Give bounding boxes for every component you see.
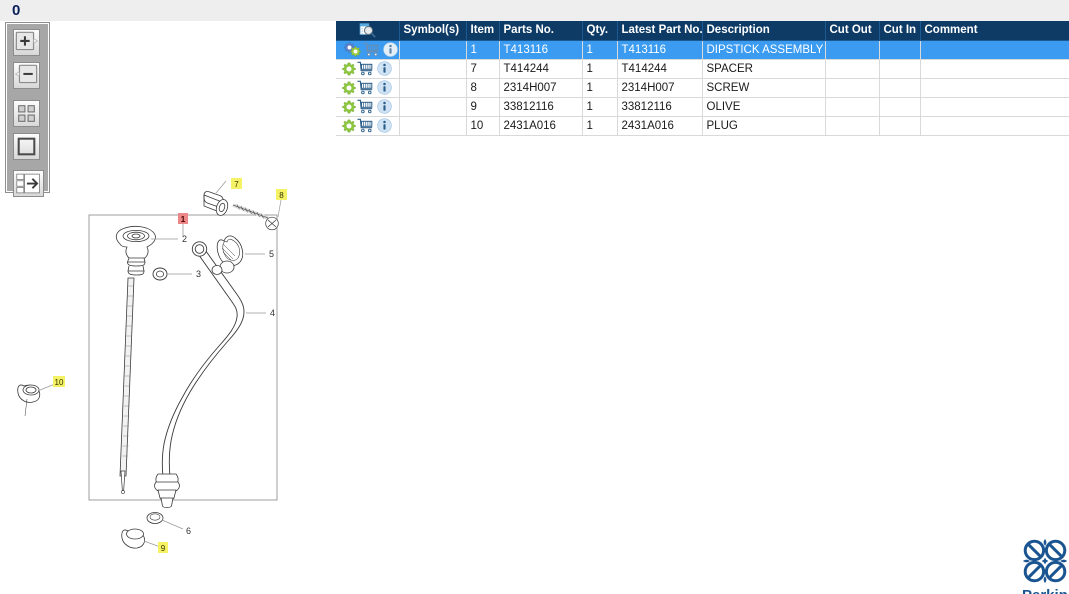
- svg-text:7: 7: [234, 180, 239, 189]
- svg-text:4: 4: [270, 308, 275, 318]
- svg-text:6: 6: [186, 526, 191, 536]
- svg-text:3: 3: [196, 269, 201, 279]
- svg-text:10: 10: [55, 378, 64, 387]
- svg-text:2: 2: [182, 234, 187, 244]
- svg-text:5: 5: [269, 249, 274, 259]
- svg-text:1: 1: [181, 215, 186, 224]
- svg-text:9: 9: [161, 544, 166, 553]
- svg-text:8: 8: [279, 191, 284, 200]
